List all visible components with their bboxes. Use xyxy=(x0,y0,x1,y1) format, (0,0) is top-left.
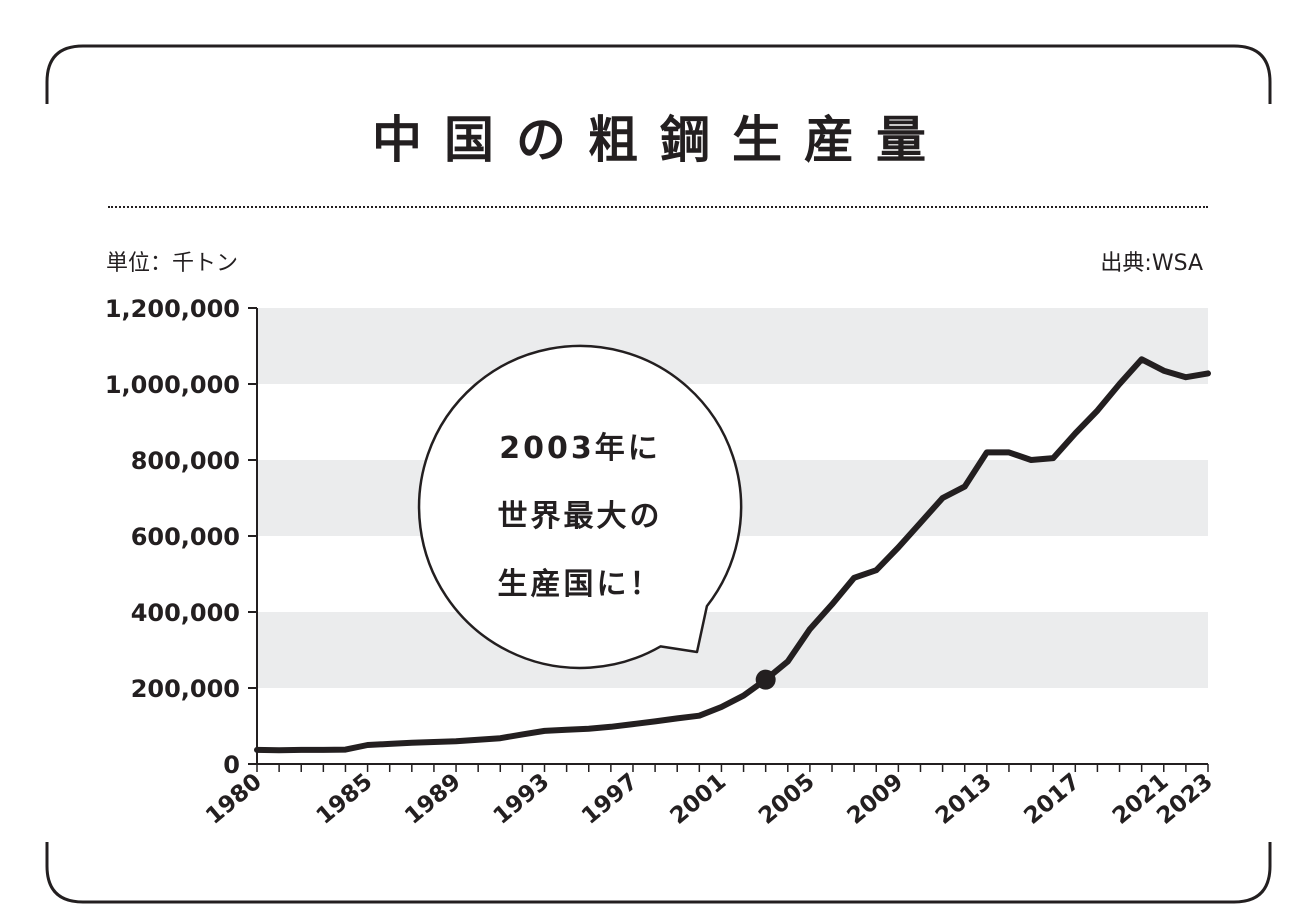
title-divider xyxy=(108,206,1208,208)
callout-bubble xyxy=(417,344,743,670)
y-axis-labels: 0 200,000 400,000 600,000 800,000 1,000,000 1,… xyxy=(105,295,240,779)
grid-band xyxy=(257,612,1208,688)
x-tick-label: 1985 xyxy=(312,769,378,830)
y-tick-label: 800,000 xyxy=(131,447,240,475)
y-tick-label: 1,200,000 xyxy=(105,295,240,323)
callout-text: 2003年に 世界最大の 生産国に！ xyxy=(420,415,740,619)
chart-title: 中国の粗鋼生産量 xyxy=(372,111,948,169)
x-tick-label: 1997 xyxy=(577,769,643,830)
chart-axes xyxy=(248,307,1209,772)
y-tick-label: 1,000,000 xyxy=(105,371,240,399)
x-tick-label: 2005 xyxy=(754,769,820,830)
marker-point xyxy=(755,669,776,690)
x-tick-label: 2009 xyxy=(842,769,908,830)
callout-line-1: 2003年に xyxy=(499,431,661,466)
x-tick-label: 1993 xyxy=(489,769,555,830)
x-tick-label: 1989 xyxy=(400,769,466,830)
callout-line-2: 世界最大の xyxy=(497,499,663,534)
y-tick-label: 0 xyxy=(223,751,240,779)
series-line xyxy=(254,356,1211,754)
x-tick-label: 2013 xyxy=(931,769,997,830)
callout-bubble-shape xyxy=(417,344,743,670)
callout-line-3: 生産国に！ xyxy=(497,567,663,602)
x-axis-labels: 1980 1985 1989 1993 1997 2001 2005 2009 2013 2017… xyxy=(201,769,1218,830)
grid-bands xyxy=(257,308,1208,688)
y-tick-label: 200,000 xyxy=(131,675,240,703)
series-layer xyxy=(254,356,1211,754)
x-tick-label: 2001 xyxy=(666,769,732,830)
y-tick-label: 400,000 xyxy=(131,599,240,627)
x-tick-label: 2017 xyxy=(1019,769,1085,830)
y-tick-label: 600,000 xyxy=(131,523,240,551)
unit-label: 単位：千トン xyxy=(106,251,239,276)
source-label: 出典:WSA xyxy=(1100,251,1203,276)
grid-band xyxy=(257,308,1208,384)
